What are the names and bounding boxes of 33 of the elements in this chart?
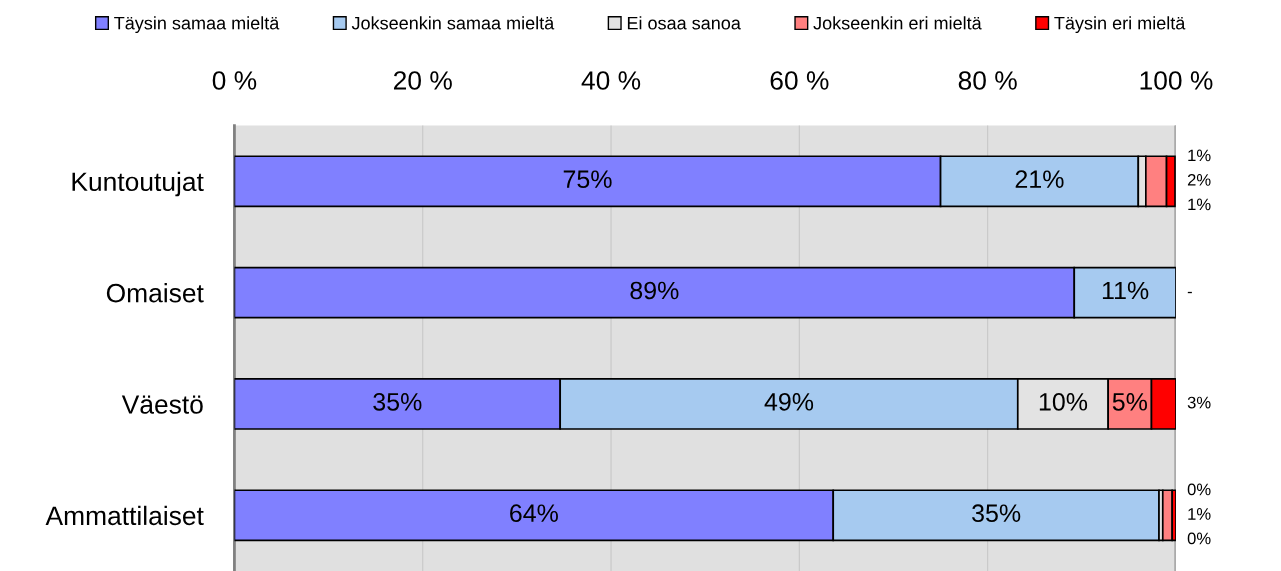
x-tick-label: 80 % [958, 71, 1017, 90]
legend-label: Ei osaa sanoa [627, 16, 741, 30]
data-label: 89% [630, 281, 679, 300]
legend-label: Täysin samaa mieltä [114, 16, 280, 34]
data-label: 3% [1187, 396, 1211, 409]
y-tick-label: Kuntoutujat [72, 171, 204, 197]
x-tick-label: 20 % [393, 71, 452, 90]
data-label: 35% [972, 504, 1021, 523]
x-tick-label: 60 % [770, 71, 829, 90]
data-label: 11% [1102, 281, 1149, 300]
data-label: 75% [563, 170, 612, 188]
data-label: 1% [1188, 508, 1211, 520]
legend-label: Täysin eri mieltä [1054, 16, 1186, 34]
y-tick-label: Väestö [121, 395, 203, 414]
x-tick-label: 100 % [1140, 71, 1213, 90]
data-label: 1% [1188, 149, 1211, 162]
data-label: - [1187, 291, 1192, 294]
data-label: 5% [1112, 393, 1147, 411]
y-tick-label: Ammattilaiset [45, 505, 204, 526]
y-tick-label: Omaiset [106, 283, 204, 303]
data-label: 1% [1188, 198, 1211, 211]
data-label: 0% [1187, 483, 1211, 496]
data-label: 49% [764, 392, 814, 411]
data-label: 21% [1015, 170, 1064, 188]
data-label: 35% [373, 392, 422, 411]
data-label: 0% [1187, 532, 1211, 545]
legend-label: Jokseenkin samaa mieltä [351, 16, 555, 30]
data-label: 10% [1039, 392, 1088, 411]
x-tick-label: 0 % [212, 71, 257, 90]
data-label: 64% [510, 504, 558, 523]
data-label: 2% [1187, 173, 1211, 186]
legend-label: Jokseenkin eri mieltä [813, 16, 982, 30]
x-tick-label: 40 % [581, 71, 641, 90]
